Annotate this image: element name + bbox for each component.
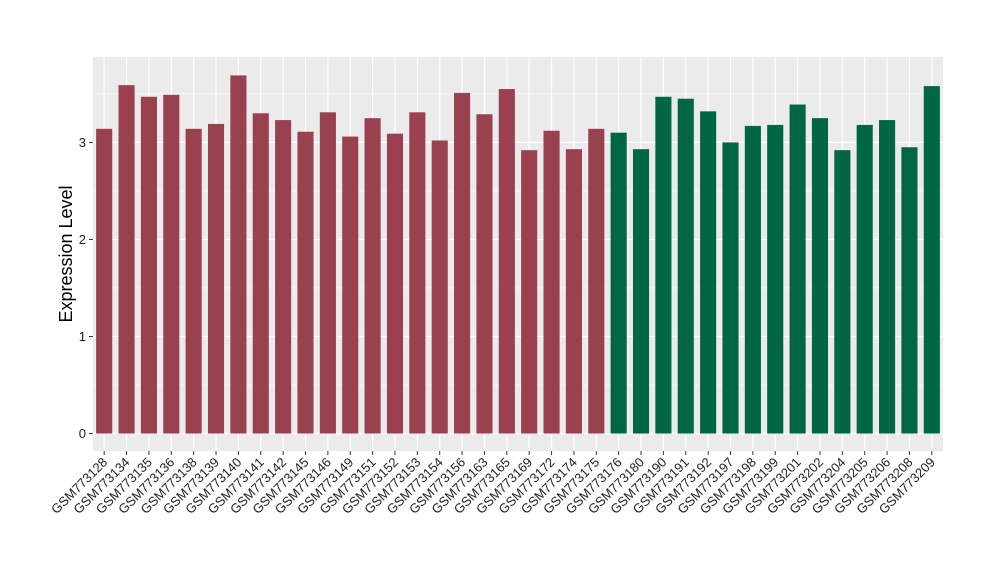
bar-GSM773192: [700, 111, 717, 434]
bar-GSM773136: [163, 94, 180, 434]
y-tick-label: 0: [79, 426, 86, 441]
bars: [96, 75, 940, 434]
bar-GSM773199: [767, 124, 784, 434]
bar-GSM773153: [409, 112, 426, 434]
bar-GSM773201: [789, 104, 806, 434]
bar-GSM773134: [118, 85, 135, 434]
bar-GSM773142: [275, 120, 292, 434]
bar-GSM773138: [185, 128, 202, 434]
bar-GSM773146: [319, 112, 336, 434]
bar-GSM773197: [722, 142, 739, 434]
bar-GSM773163: [476, 114, 493, 434]
bar-GSM773176: [610, 132, 627, 434]
bar-GSM773174: [565, 149, 582, 434]
bar-GSM773204: [834, 150, 851, 434]
bar-GSM773209: [923, 86, 940, 434]
bar-GSM773151: [364, 118, 381, 434]
y-axis: 0 1 2 3: [79, 135, 93, 441]
bar-GSM773154: [431, 140, 448, 434]
bar-GSM773140: [230, 75, 247, 434]
bar-GSM773156: [454, 92, 471, 434]
bar-GSM773152: [386, 133, 404, 434]
bar-GSM773145: [297, 131, 314, 434]
bar-GSM773139: [207, 123, 225, 434]
y-tick-label: 1: [79, 329, 86, 344]
bar-GSM773169: [521, 150, 538, 434]
bar-GSM773180: [632, 149, 650, 434]
bar-GSM773149: [342, 136, 359, 434]
bar-GSM773208: [901, 147, 918, 434]
bar-GSM773206: [879, 120, 896, 434]
bar-GSM773202: [811, 118, 829, 434]
bar-GSM773128: [96, 128, 113, 434]
bar-GSM773141: [252, 113, 269, 434]
y-tick-label: 2: [79, 232, 86, 247]
bar-GSM773190: [655, 96, 672, 434]
bar-GSM773175: [588, 128, 605, 434]
x-axis: GSM773128GSM773134GSM773135GSM773136GSM7…: [48, 451, 938, 517]
bar-GSM773198: [744, 125, 761, 434]
bar-GSM773165: [498, 89, 515, 434]
bar-GSM773135: [140, 96, 157, 434]
bar-GSM773172: [543, 130, 560, 434]
bar-GSM773205: [856, 124, 873, 434]
y-axis-title: Expression Level: [56, 185, 76, 322]
y-tick-label: 3: [79, 135, 86, 150]
bar-GSM773191: [677, 98, 694, 434]
